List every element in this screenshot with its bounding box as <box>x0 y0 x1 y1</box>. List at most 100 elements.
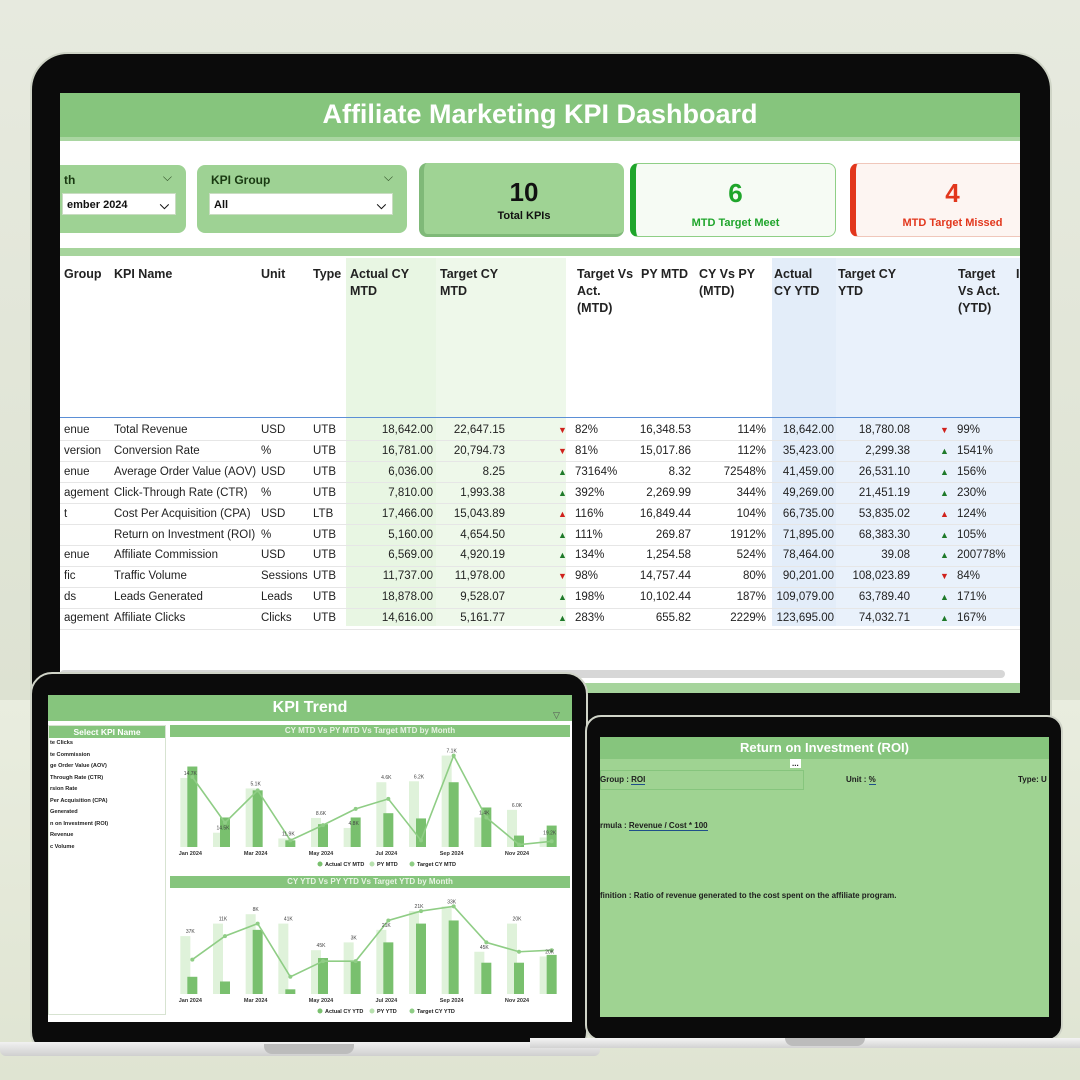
table-cell-type: UTB <box>313 612 336 625</box>
ytd-chart-svg: 37K 11K 8K 41K 45K 3K 21K 21K 33K 45K 20K 20K Jan 20… <box>179 899 557 1015</box>
py-bar <box>278 923 289 994</box>
table-cell-tva-ytd: 156% <box>957 465 987 478</box>
dropdown-arrow-icon[interactable]: ⌵ <box>159 198 169 212</box>
kpi-group-select[interactable]: All ⌵ <box>209 193 393 215</box>
table-cell-group: enue <box>64 465 90 478</box>
table-cell-py-mtd: 2,269.99 <box>646 486 691 499</box>
target-point <box>223 934 227 939</box>
table-cell-type: UTB <box>313 591 336 604</box>
table-cell-cvp-mtd: 344% <box>736 486 766 499</box>
month-select[interactable]: ember 2024 ⌵ <box>62 193 176 215</box>
table-cell-unit: USD <box>261 507 286 520</box>
table-cell-unit: Clicks <box>261 612 292 625</box>
target-point <box>321 959 325 964</box>
total-kpis-caption: Total KPIs <box>497 210 551 222</box>
table-cell-group: t <box>64 507 68 520</box>
actual-bar <box>514 962 524 994</box>
table-cell-kpi: Click-Through Rate (CTR) <box>114 486 248 499</box>
table-cell-tva-mtd: 81% <box>575 444 599 457</box>
actual-bar <box>514 835 524 847</box>
py-bar <box>409 781 419 847</box>
row-divider <box>60 440 1020 442</box>
kpi-group-slicer[interactable]: KPI Group ⌵ All ⌵ <box>197 165 407 233</box>
x-tick-label: Mar 2024 <box>244 851 268 857</box>
x-tick-label: Jul 2024 <box>375 851 398 857</box>
mtd-chart-title: CY MTD Vs PY MTD Vs Target MTD by Month <box>170 725 570 737</box>
kpi-name-list-item[interactable]: te Commission <box>50 751 91 758</box>
chevron-down-icon[interactable]: ⌵ <box>383 170 393 184</box>
table-cell-tgt-ytd: 21,451.19 <box>858 486 910 499</box>
main-dashboard-screen: Affiliate Marketing KPI Dashboard th ⌵ e… <box>60 93 1020 693</box>
py-bar <box>539 956 550 994</box>
mtd-target-meet-value: 6 <box>728 178 743 208</box>
py-bar <box>474 817 485 847</box>
table-cell-act-ytd: 41,459.00 <box>782 465 834 478</box>
table-cell-act-mtd: 18,878.00 <box>381 591 433 604</box>
data-label: 14.7K <box>184 771 198 777</box>
table-cell-cvp-mtd: 112% <box>737 444 766 457</box>
target-point <box>255 788 260 793</box>
data-label: 33K <box>447 899 457 905</box>
x-tick-label: Nov 2024 <box>505 998 530 1004</box>
actual-bar <box>350 817 361 847</box>
month-slicer[interactable]: th ⌵ ember 2024 ⌵ <box>60 165 186 233</box>
mtd-target-missed-caption: MTD Target Missed <box>902 217 1003 229</box>
table-cell-tgt-mtd: 20,794.73 <box>453 444 505 457</box>
table-cell-act-mtd: 11,737.00 <box>382 570 433 583</box>
data-label: 45K <box>480 945 490 951</box>
status-indicator-icon: ▼ <box>558 571 567 582</box>
status-indicator-icon: ▲ <box>940 445 949 456</box>
table-cell-kpi: Leads Generated <box>114 591 203 604</box>
mtd-chart-svg: 14.7K 14.5K 5.1K 11.9K 8.6K 4.8K 4.6K 6.2K 7.1K 1… <box>179 749 557 868</box>
group-text: Group : ROI <box>600 775 646 785</box>
data-label: 37K <box>186 929 196 935</box>
kpi-name-list-item[interactable]: Generated <box>50 809 78 815</box>
actual-bar <box>252 790 263 847</box>
table-cell-act-mtd: 17,466.00 <box>381 507 433 520</box>
table-cell-tgt-mtd: 5,161.77 <box>460 612 505 625</box>
table-cell-tva-ytd: 99% <box>957 424 981 436</box>
table-cell-kpi: Traffic Volume <box>114 570 187 583</box>
chevron-down-icon[interactable]: ⌵ <box>162 170 172 184</box>
kpi-name-list-item[interactable]: rsion Rate <box>50 786 78 792</box>
kpi-name-slicer[interactable]: Select KPI Name te Clicks te Commission ge… <box>48 725 166 1015</box>
more-options-icon[interactable]: ... <box>790 759 801 768</box>
table-cell-kpi: Cost Per Acquisition (CPA) <box>114 507 251 520</box>
target-point <box>288 974 293 979</box>
py-bar <box>180 936 191 994</box>
table-cell-py-mtd: 16,849.44 <box>639 507 691 520</box>
col-header-extra: I <box>1016 267 1020 281</box>
table-cell-kpi: Average Order Value (AOV) <box>114 465 257 478</box>
filter-icon[interactable]: ▽ <box>553 710 560 720</box>
x-tick-label: May 2024 <box>309 998 334 1004</box>
kpi-name-list-item[interactable]: Per Acquisition (CPA) <box>50 797 108 804</box>
py-bar <box>278 838 289 847</box>
legend-swatch <box>317 861 323 867</box>
table-cell-act-mtd: 5,160.00 <box>388 528 433 541</box>
py-bar <box>180 777 191 847</box>
dropdown-arrow-icon[interactable]: ⌵ <box>376 198 386 212</box>
status-indicator-icon: ▲ <box>940 487 949 498</box>
kpi-name-list-item[interactable]: ge Order Value (AOV) <box>50 763 107 769</box>
actual-bar <box>383 942 394 994</box>
kpi-name-list-item[interactable]: te Clicks <box>50 740 74 746</box>
kpi-name-list-item[interactable]: Revenue <box>50 832 74 838</box>
legend-swatch <box>317 1008 323 1014</box>
table-cell-act-mtd: 16,781.00 <box>381 444 433 457</box>
status-indicator-icon: ▼ <box>558 445 567 456</box>
mtd-target-meet-card: 6 MTD Target Meet <box>630 163 836 237</box>
kpi-name-list-item[interactable]: Through Rate (CTR) <box>50 774 104 781</box>
table-cell-act-ytd: 123,695.00 <box>776 612 834 625</box>
kpi-name-list-item[interactable]: n on Investment (ROI) <box>50 820 109 827</box>
table-cell-kpi: Return on Investment (ROI) <box>114 528 256 541</box>
month-slicer-label: th <box>64 173 76 187</box>
status-indicator-icon: ▲ <box>940 613 949 624</box>
kpi-name-list-item[interactable]: c Volume <box>50 843 75 850</box>
status-indicator-icon: ▼ <box>558 425 567 435</box>
table-cell-act-mtd: 14,616.00 <box>381 612 433 625</box>
table-cell-act-mtd: 6,036.00 <box>388 465 433 478</box>
separator-band <box>60 248 1020 256</box>
table-cell-unit: Leads <box>261 591 293 604</box>
kpi-name-list: te Clicks te Commission ge Order Value (AO… <box>49 738 165 853</box>
table-cell-type: UTB <box>313 549 336 562</box>
